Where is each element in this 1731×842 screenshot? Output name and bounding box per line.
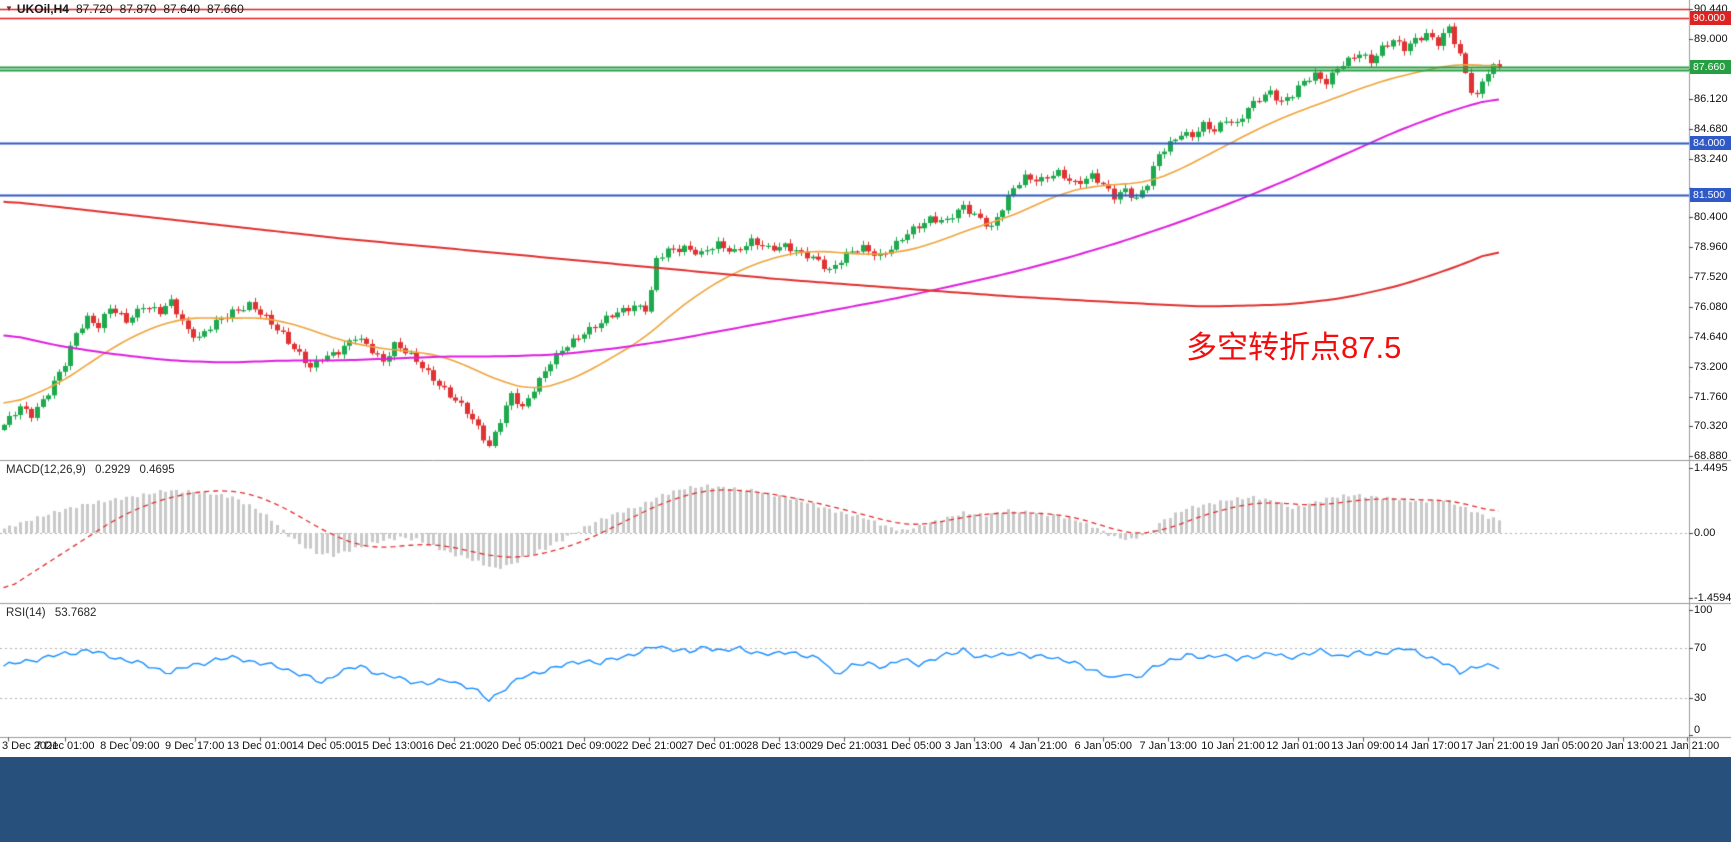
- macd-main-value: 0.2929: [95, 464, 131, 476]
- macd-indicator-label: MACD(12,26,9) 0.2929 0.4695: [6, 464, 175, 476]
- chart-annotation-text[interactable]: 多空转折点87.5: [1186, 330, 1402, 365]
- macd-signal-value: 0.4695: [139, 464, 175, 476]
- chart-info-bar: ▼ UKOil,H4 87.720 87.870 87.640 87.660: [5, 2, 244, 16]
- rsi-name: RSI(14): [6, 607, 46, 619]
- rsi-indicator-label: RSI(14) 53.7682: [6, 607, 96, 619]
- macd-name: MACD(12,26,9): [6, 464, 86, 476]
- price-chart-canvas[interactable]: [0, 0, 1731, 757]
- ohlc-close: 87.660: [207, 2, 244, 16]
- ohlc-low: 87.640: [163, 2, 201, 16]
- symbol-name: UKOil,H4: [16, 2, 69, 16]
- symbol-marker-icon: ▼: [5, 4, 13, 13]
- bottom-strip: [0, 757, 1731, 842]
- rsi-value: 53.7682: [54, 607, 97, 619]
- ohlc-open: 87.720: [75, 2, 113, 16]
- ohlc-high: 87.870: [119, 2, 157, 16]
